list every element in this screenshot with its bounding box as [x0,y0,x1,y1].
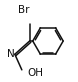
Text: OH: OH [28,68,44,78]
Text: N: N [7,49,15,59]
Text: Br: Br [18,5,29,15]
